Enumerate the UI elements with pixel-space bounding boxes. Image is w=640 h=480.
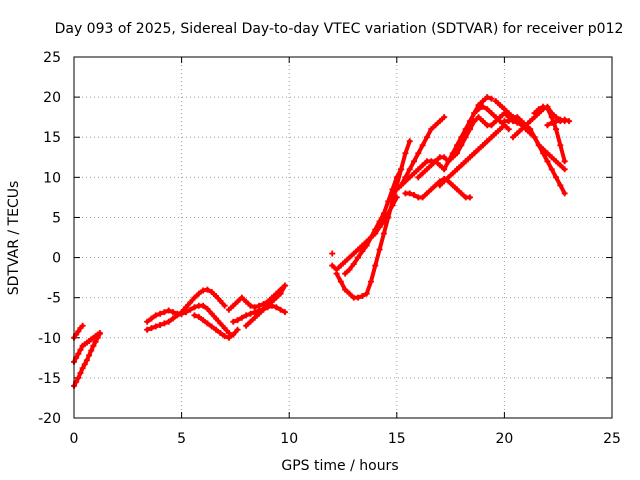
y-tick-label: -15 <box>38 371 61 387</box>
data-point <box>492 130 499 137</box>
data-point <box>281 309 288 316</box>
data-point <box>79 322 86 329</box>
y-tick-label: 0 <box>52 251 61 267</box>
data-point <box>561 158 568 165</box>
y-tick-label: 15 <box>43 130 61 146</box>
data-point <box>565 118 572 125</box>
data-point <box>234 326 241 333</box>
data-point <box>488 95 495 102</box>
y-tick-label: -20 <box>38 411 61 427</box>
y-tick-label: 20 <box>43 90 61 106</box>
x-tick-label: 25 <box>603 431 621 447</box>
x-tick-label: 15 <box>388 431 406 447</box>
data-point <box>221 302 228 309</box>
data-point <box>281 282 288 289</box>
data-point <box>505 126 512 133</box>
plot-frame <box>73 56 613 419</box>
data-point <box>466 194 473 201</box>
axis-ticks: 0 5 10 15 20 25 -20 -15 -10 -5 0 5 10 15 20 25 <box>38 50 621 447</box>
grid-lines <box>74 57 612 418</box>
x-axis-label: GPS time / hours <box>281 458 398 474</box>
data-points <box>71 94 572 389</box>
y-tick-label: 5 <box>52 210 61 226</box>
data-point <box>441 114 448 121</box>
x-tick-label: 0 <box>70 431 79 447</box>
chart-title: Day 093 of 2025, Sidereal Day-to-day VTE… <box>55 21 624 37</box>
x-tick-label: 5 <box>177 431 186 447</box>
y-tick-label: 25 <box>43 50 61 66</box>
x-tick-label: 10 <box>280 431 298 447</box>
data-point <box>329 250 336 257</box>
y-tick-label: -5 <box>47 291 61 307</box>
y-axis-label: SDTVAR / TECUs <box>6 181 22 296</box>
y-tick-label: -10 <box>38 331 61 347</box>
y-tick-label: 10 <box>43 170 61 186</box>
data-point <box>561 190 568 197</box>
data-point <box>406 138 413 145</box>
data-point <box>561 166 568 173</box>
x-tick-label: 20 <box>495 431 513 447</box>
data-point <box>96 329 103 336</box>
